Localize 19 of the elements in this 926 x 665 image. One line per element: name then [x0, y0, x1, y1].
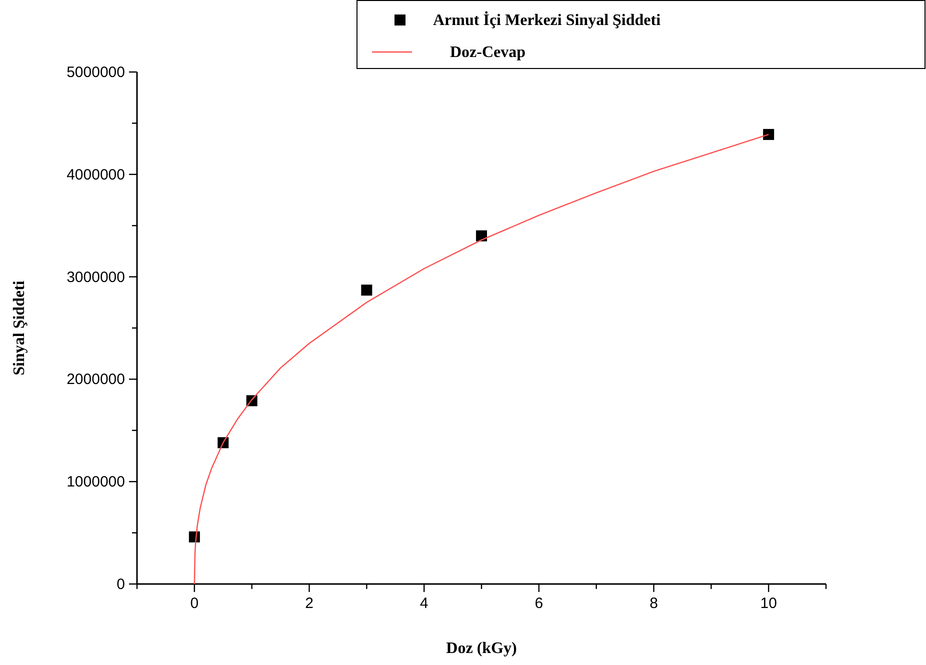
y-tick-label: 5000000 [66, 64, 125, 81]
y-tick-label: 4000000 [66, 166, 125, 184]
y-tick-label: 0 [116, 576, 125, 593]
x-tick-label: 2 [305, 595, 314, 612]
x-axis-title: Doz (kGy) [446, 640, 517, 657]
point [476, 230, 487, 242]
point [763, 128, 774, 140]
y-tick-label: 1000000 [66, 474, 125, 491]
legend-label: Doz-Cevap [450, 44, 526, 61]
x-tick-label: 6 [534, 595, 544, 612]
point [361, 284, 372, 296]
x-tick-label: 10 [760, 595, 777, 612]
x-tick-label: 0 [190, 595, 199, 612]
legend-label: Armut İçi Merkezi Sinyal Şiddeti [433, 11, 662, 29]
y-tick-label: 2000000 [66, 371, 125, 388]
y-tick-label: 3000000 [66, 268, 125, 286]
x-tick-label: 4 [420, 595, 428, 612]
y-axis-title: Sinyal Şiddeti [11, 280, 28, 376]
x-tick-label: 8 [650, 595, 658, 612]
